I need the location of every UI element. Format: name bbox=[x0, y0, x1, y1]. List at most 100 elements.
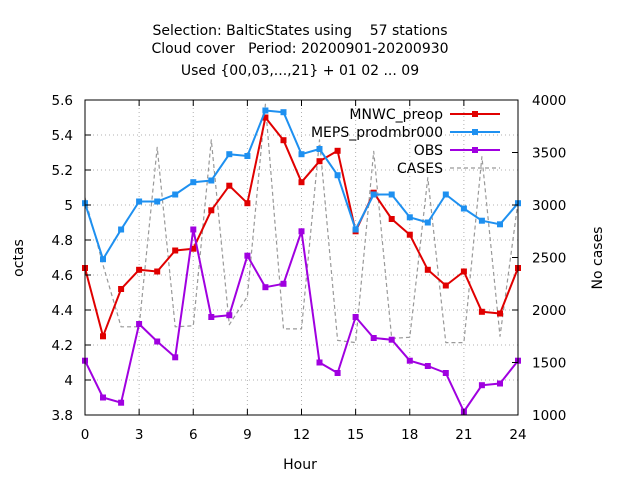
legend-label-meps-prodmbr000: MEPS_prodmbr000 bbox=[311, 125, 443, 141]
mnwc-preop-point bbox=[244, 200, 251, 207]
y-axis-ticks: 3.8 4 4.2 4.4 4.6 4.8 5 5.2 5.4 5.6 bbox=[52, 93, 91, 424]
x-tick-label: 21 bbox=[455, 427, 472, 443]
mnwc-preop-point bbox=[100, 333, 106, 340]
y-tick-label: 4 bbox=[64, 373, 73, 389]
x-tick-label: 0 bbox=[81, 427, 90, 443]
obs-point bbox=[172, 354, 179, 361]
y-tick-label: 5.2 bbox=[52, 163, 73, 179]
primary-series bbox=[82, 107, 521, 415]
meps-prodmbr000-point bbox=[154, 198, 161, 205]
legend-marker-obs bbox=[472, 147, 478, 153]
meps-prodmbr000-point bbox=[118, 226, 125, 233]
y2-tick-label: 2500 bbox=[532, 251, 566, 267]
mnwc-preop-point bbox=[316, 158, 323, 165]
obs-point bbox=[262, 284, 269, 291]
legend-label-obs: OBS bbox=[414, 143, 443, 159]
mnwc-preop-point bbox=[172, 247, 179, 254]
legend: MNWC_preop MEPS_prodmbr000 OBS CASES bbox=[311, 107, 500, 177]
legend-label-mnwc-preop: MNWC_preop bbox=[349, 107, 443, 123]
obs-point bbox=[442, 370, 449, 376]
meps-prodmbr000-point bbox=[208, 177, 215, 184]
title-line-1: Selection: BalticStates using 57 station… bbox=[153, 23, 448, 39]
mnwc-preop-point bbox=[478, 308, 485, 315]
meps-prodmbr000-point bbox=[136, 198, 143, 205]
gridlines bbox=[84, 99, 519, 416]
y-tick-label: 5.6 bbox=[52, 93, 73, 109]
meps-prodmbr000-point bbox=[190, 179, 197, 186]
mnwc-preop-point bbox=[442, 282, 449, 289]
meps-prodmbr000-point bbox=[352, 226, 359, 233]
mnwc-preop-point bbox=[262, 114, 269, 121]
mnwc-preop-point bbox=[154, 268, 161, 275]
mnwc-preop-point bbox=[190, 245, 197, 252]
y2-tick-label: 4000 bbox=[532, 93, 566, 109]
y2-tick-label: 1000 bbox=[532, 408, 566, 424]
x-tick-label: 24 bbox=[509, 427, 526, 443]
obs-point bbox=[100, 394, 106, 401]
meps-prodmbr000-point bbox=[100, 256, 106, 263]
obs-point bbox=[190, 226, 197, 233]
title-line-2: Cloud cover Period: 20200901-20200930 bbox=[151, 41, 448, 57]
plot-frame bbox=[84, 99, 519, 416]
y-tick-label: 5 bbox=[64, 198, 73, 214]
legend-marker-meps-prodmbr000 bbox=[472, 129, 478, 135]
y-tick-label: 5.4 bbox=[52, 128, 73, 144]
x-tick-label: 3 bbox=[135, 427, 144, 443]
x-tick-label: 18 bbox=[401, 427, 418, 443]
obs-point bbox=[136, 321, 143, 327]
obs-point bbox=[352, 314, 359, 320]
y2-axis-label: No cases bbox=[590, 227, 606, 290]
y2-tick-label: 1500 bbox=[532, 356, 566, 372]
meps-prodmbr000-point bbox=[172, 191, 179, 198]
obs-point bbox=[208, 314, 215, 320]
obs-point bbox=[424, 363, 431, 369]
mnwc-preop-point bbox=[226, 182, 233, 189]
obs-point bbox=[226, 312, 233, 319]
obs-point bbox=[406, 357, 413, 364]
x-tick-label: 6 bbox=[189, 427, 198, 443]
meps-prodmbr000-point bbox=[370, 191, 377, 198]
y-tick-label: 4.2 bbox=[52, 338, 73, 354]
title-line-3: Used {00,03,...,21} + 01 02 ... 09 bbox=[181, 63, 419, 79]
obs-point bbox=[388, 336, 395, 343]
obs-point bbox=[154, 338, 161, 345]
mnwc-preop-point bbox=[118, 286, 125, 292]
legend-label-cases: CASES bbox=[397, 161, 443, 177]
meps-prodmbr000-point bbox=[298, 151, 305, 158]
mnwc-preop-point bbox=[208, 207, 215, 214]
mnwc-preop-point bbox=[388, 216, 395, 222]
mnwc-preop-point bbox=[424, 266, 431, 273]
mnwc-preop-point bbox=[298, 179, 305, 186]
obs-point bbox=[334, 370, 341, 376]
mnwc-preop-point bbox=[136, 266, 143, 273]
legend-marker-mnwc-preop bbox=[472, 111, 478, 117]
meps-prodmbr000-point bbox=[262, 107, 269, 114]
meps-prodmbr000-point bbox=[442, 191, 449, 198]
mnwc-preop-point bbox=[460, 268, 467, 275]
obs-point bbox=[316, 359, 323, 366]
meps-prodmbr000-point bbox=[478, 217, 485, 224]
x-tick-label: 9 bbox=[243, 427, 252, 443]
y2-tick-label: 3000 bbox=[532, 198, 566, 214]
mnwc-preop-point bbox=[406, 231, 413, 238]
meps-prodmbr000-point bbox=[460, 205, 467, 212]
cases-series-line bbox=[84, 103, 519, 344]
x-tick-label: 12 bbox=[293, 427, 310, 443]
obs-point bbox=[298, 228, 305, 235]
y-tick-label: 4.8 bbox=[52, 233, 73, 249]
meps-prodmbr000-point bbox=[334, 172, 341, 179]
meps-prodmbr000-point bbox=[406, 214, 413, 221]
obs-point bbox=[280, 280, 287, 287]
meps-prodmbr000-point bbox=[280, 109, 287, 116]
x-axis-label: Hour bbox=[283, 457, 317, 473]
y2-tick-label: 2000 bbox=[532, 303, 566, 319]
x-tick-label: 15 bbox=[347, 427, 364, 443]
meps-prodmbr000-point bbox=[497, 221, 503, 228]
x-axis-ticks: 0 3 6 9 12 15 18 21 24 bbox=[81, 100, 527, 443]
mnwc-preop-point bbox=[280, 137, 287, 144]
meps-prodmbr000-point bbox=[388, 191, 395, 198]
obs-point bbox=[478, 382, 485, 389]
y-tick-label: 4.4 bbox=[52, 303, 73, 319]
y-axis-label: octas bbox=[11, 239, 27, 277]
